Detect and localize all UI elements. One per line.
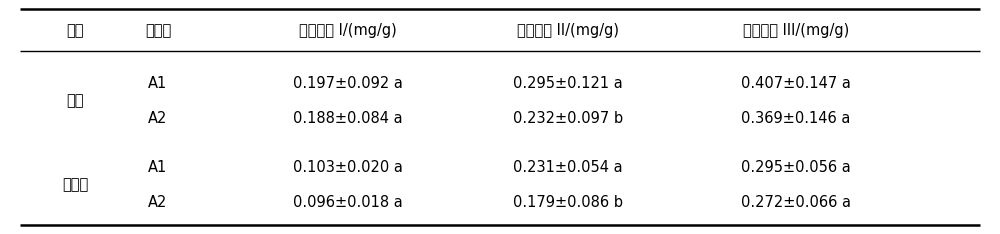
Text: 0.231±0.054 a: 0.231±0.054 a <box>513 160 623 175</box>
Text: 0.188±0.084 a: 0.188±0.084 a <box>293 111 403 126</box>
Text: 0.369±0.146 a: 0.369±0.146 a <box>741 111 851 126</box>
Text: 白术内酯 III/(mg/g): 白术内酯 III/(mg/g) <box>743 23 849 38</box>
Text: A2: A2 <box>148 111 168 126</box>
Text: 0.232±0.097 b: 0.232±0.097 b <box>513 111 623 126</box>
Text: 0.103±0.020 a: 0.103±0.020 a <box>293 160 403 175</box>
Text: 0.272±0.066 a: 0.272±0.066 a <box>741 195 851 210</box>
Text: 0.295±0.121 a: 0.295±0.121 a <box>513 76 623 91</box>
Text: A2: A2 <box>148 195 168 210</box>
Text: 地点: 地点 <box>66 23 84 38</box>
Text: 白术内酯 II/(mg/g): 白术内酯 II/(mg/g) <box>517 23 619 38</box>
Text: 天目山: 天目山 <box>62 177 88 192</box>
Text: 白术内酯 I/(mg/g): 白术内酯 I/(mg/g) <box>299 23 397 38</box>
Text: 昌化: 昌化 <box>66 93 84 108</box>
Text: 0.295±0.056 a: 0.295±0.056 a <box>741 160 851 175</box>
Text: 0.407±0.147 a: 0.407±0.147 a <box>741 76 851 91</box>
Text: 0.179±0.086 b: 0.179±0.086 b <box>513 195 623 210</box>
Text: 0.096±0.018 a: 0.096±0.018 a <box>293 195 403 210</box>
Text: A1: A1 <box>148 160 168 175</box>
Text: A1: A1 <box>148 76 168 91</box>
Text: 样品组: 样品组 <box>145 23 171 38</box>
Text: 0.197±0.092 a: 0.197±0.092 a <box>293 76 403 91</box>
